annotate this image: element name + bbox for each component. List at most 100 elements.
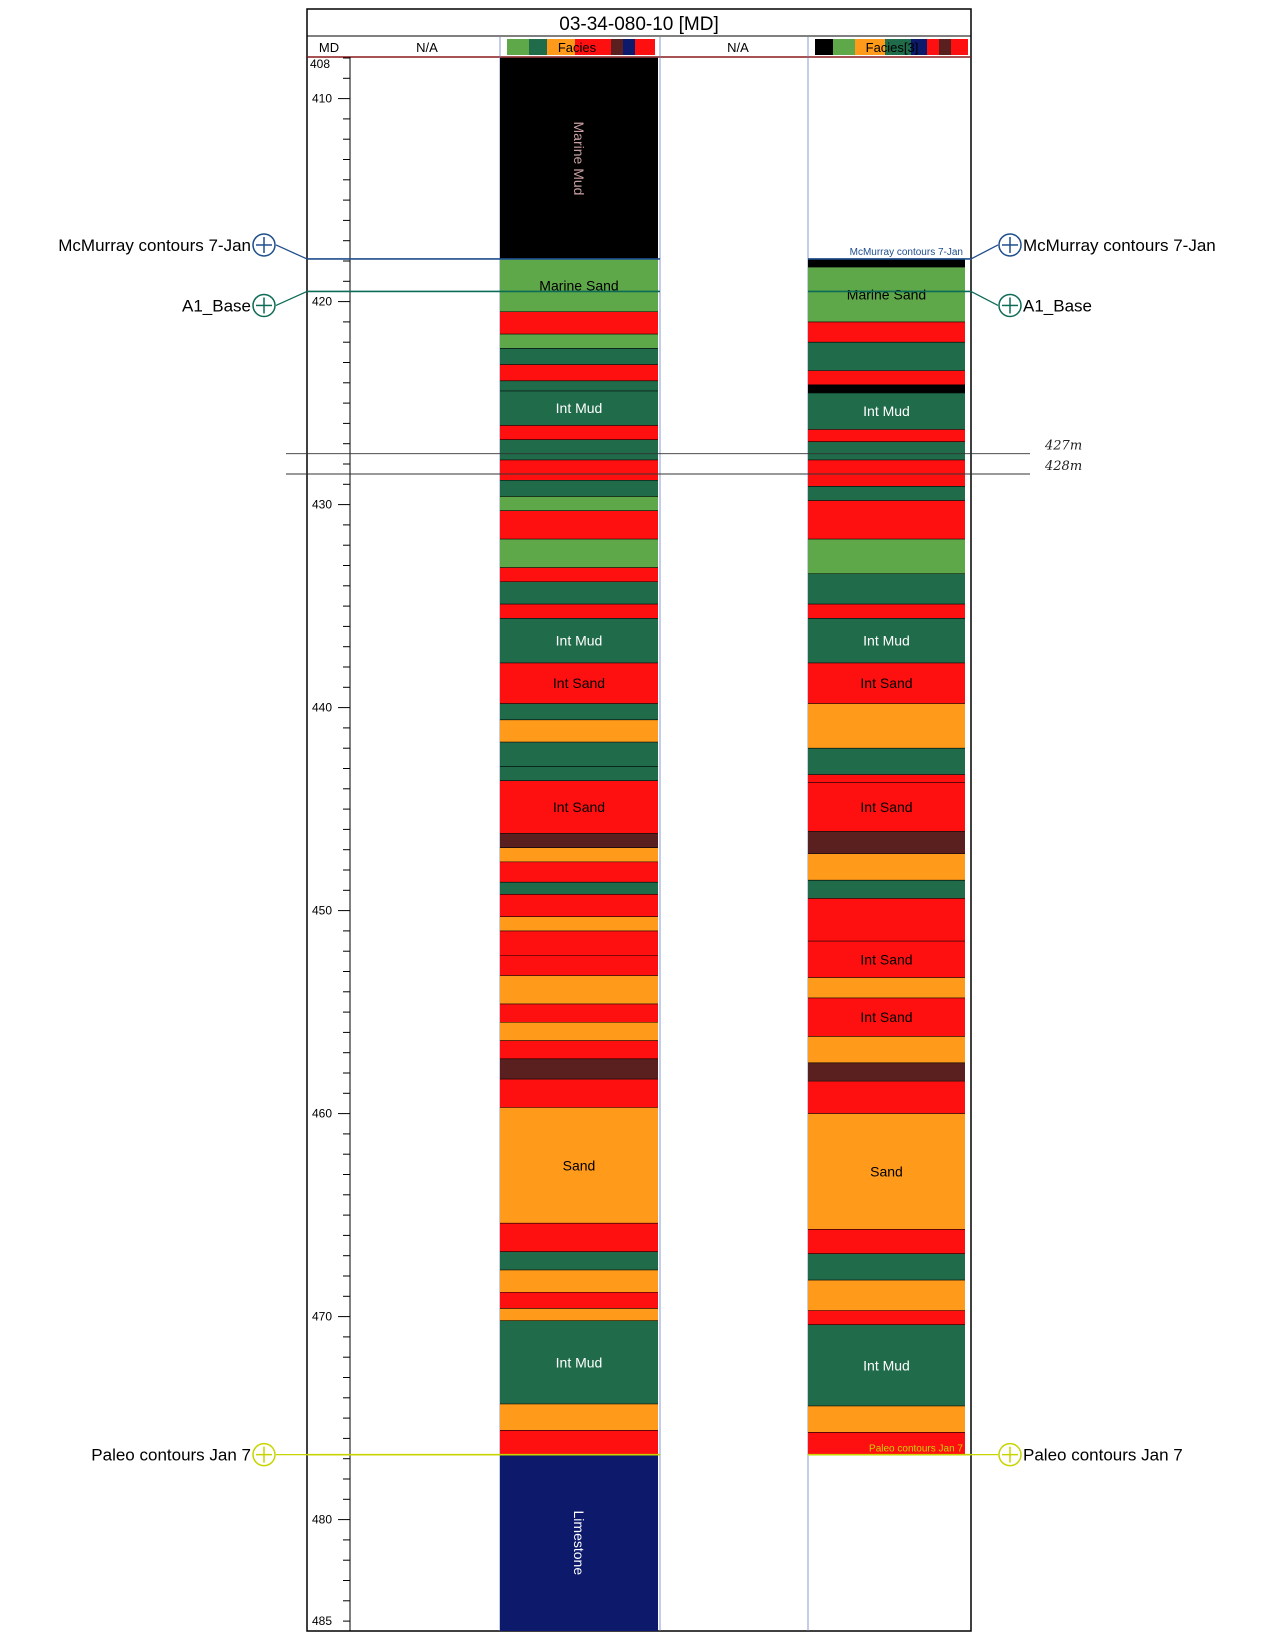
facies-interval xyxy=(500,58,658,259)
facies-label: Int Mud xyxy=(863,403,910,419)
marker-leader xyxy=(970,244,999,260)
facies-interval xyxy=(808,1062,965,1082)
facies-label: Marine Sand xyxy=(539,277,618,293)
facies-interval xyxy=(500,894,658,917)
marker-left: Paleo contours Jan 7 xyxy=(91,1442,660,1467)
facies-interval xyxy=(500,1003,658,1023)
facies-interval xyxy=(808,429,965,442)
depth-tick-label: 430 xyxy=(312,498,332,512)
depth-axis: 408 410 420 430 440 450 460 470 480 485 xyxy=(310,57,350,1628)
facies-label: Int Mud xyxy=(556,633,603,649)
facies-2-header-label: Facies[3] xyxy=(866,40,919,55)
facies-interval xyxy=(500,425,658,440)
facies-interval xyxy=(500,390,658,426)
facies-label: Int Sand xyxy=(860,951,912,967)
facies-interval xyxy=(808,1081,965,1114)
na-track-header-2: N/A xyxy=(727,40,749,55)
facies-interval xyxy=(500,1079,658,1108)
facies-interval xyxy=(808,831,965,854)
facies-interval xyxy=(808,782,965,832)
facies-interval xyxy=(500,1403,658,1431)
facies-interval xyxy=(500,1454,658,1631)
facies-interval xyxy=(808,441,965,460)
depth-tick-label: 440 xyxy=(312,701,332,715)
facies-interval xyxy=(500,1040,658,1059)
marker-left: McMurray contours 7-Jan xyxy=(58,233,660,260)
facies-label: Int Sand xyxy=(553,675,605,691)
facies-interval xyxy=(808,618,965,663)
facies-interval xyxy=(808,321,965,343)
facies-interval xyxy=(808,880,965,899)
facies-label: Int Sand xyxy=(860,1009,912,1025)
depth-tick-label: 480 xyxy=(312,1513,332,1527)
marker-left: A1_Base xyxy=(182,290,660,318)
intrack-marker-mcmurray: McMurray contours 7-Jan xyxy=(850,247,963,258)
facies-interval xyxy=(808,853,965,881)
facies-interval xyxy=(808,748,965,775)
facies-interval xyxy=(808,342,965,371)
facies-interval xyxy=(808,604,965,619)
facies-interval xyxy=(808,1310,965,1325)
facies-interval xyxy=(500,1269,658,1293)
annotation-label: 428m xyxy=(1044,459,1082,474)
facies-interval xyxy=(500,1223,658,1252)
facies-interval xyxy=(808,997,965,1037)
facies-interval xyxy=(500,1022,658,1041)
facies-interval xyxy=(500,916,658,931)
facies-interval xyxy=(500,1320,658,1404)
intrack-marker-paleo: Paleo contours Jan 7 xyxy=(869,1444,963,1455)
facies-interval xyxy=(500,742,658,767)
md-track-header: MD xyxy=(319,40,339,55)
facies-interval xyxy=(500,847,658,862)
facies-interval xyxy=(500,780,658,834)
facies-interval xyxy=(808,539,965,574)
facies-label: Int Sand xyxy=(860,799,912,815)
facies-interval xyxy=(500,1107,658,1224)
facies-label: Sand xyxy=(870,1163,903,1179)
marker-leader xyxy=(275,290,308,307)
depth-tick-label: 410 xyxy=(312,92,332,106)
facies-interval xyxy=(808,370,965,385)
facies-interval xyxy=(500,930,658,956)
facies-interval xyxy=(808,459,965,487)
facies-1-header: Facies xyxy=(507,39,655,55)
facies-interval xyxy=(500,1058,658,1080)
facies-1-header-label: Facies xyxy=(558,40,597,55)
facies-track-1: Marine Mud Marine Sand Int Mud Int Mud Int S… xyxy=(500,57,658,1631)
marker-label: Paleo contours Jan 7 xyxy=(1023,1446,1183,1465)
facies-interval xyxy=(500,1251,658,1270)
facies-interval xyxy=(808,662,965,704)
facies-interval xyxy=(500,1292,658,1309)
marker-right: Paleo contours Jan 7 xyxy=(808,1442,1183,1467)
facies-interval xyxy=(808,1229,965,1254)
facies-interval xyxy=(500,258,658,312)
facies-label: Limestone xyxy=(571,1511,587,1576)
na-track-header-1: N/A xyxy=(416,40,438,55)
marker-label: A1_Base xyxy=(1023,296,1092,315)
depth-top-label: 408 xyxy=(310,57,330,71)
facies-interval xyxy=(808,384,965,393)
facies-interval xyxy=(808,977,965,998)
facies-interval xyxy=(500,975,658,1004)
facies-interval xyxy=(500,334,658,349)
facies-interval xyxy=(808,486,965,501)
facies-label: Int Mud xyxy=(863,1357,910,1373)
facies-interval xyxy=(500,1308,658,1321)
facies-interval xyxy=(808,500,965,540)
facies-2-header: Facies[3] xyxy=(815,39,968,55)
marker-leader xyxy=(970,290,999,307)
facies-interval xyxy=(808,1253,965,1281)
marker-label: Paleo contours Jan 7 xyxy=(91,1446,251,1465)
depth-tick-label: 450 xyxy=(312,904,332,918)
facies-interval xyxy=(500,955,658,976)
facies-interval xyxy=(500,510,658,540)
depth-tick-label: 460 xyxy=(312,1107,332,1121)
depth-tick-label: 470 xyxy=(312,1310,332,1324)
facies-interval xyxy=(808,898,965,942)
facies-interval xyxy=(500,703,658,720)
facies-interval xyxy=(808,774,965,783)
facies-label: Marine Sand xyxy=(847,286,926,302)
facies-interval xyxy=(808,1324,965,1406)
facies-label: Int Sand xyxy=(860,675,912,691)
facies-interval xyxy=(808,1036,965,1063)
